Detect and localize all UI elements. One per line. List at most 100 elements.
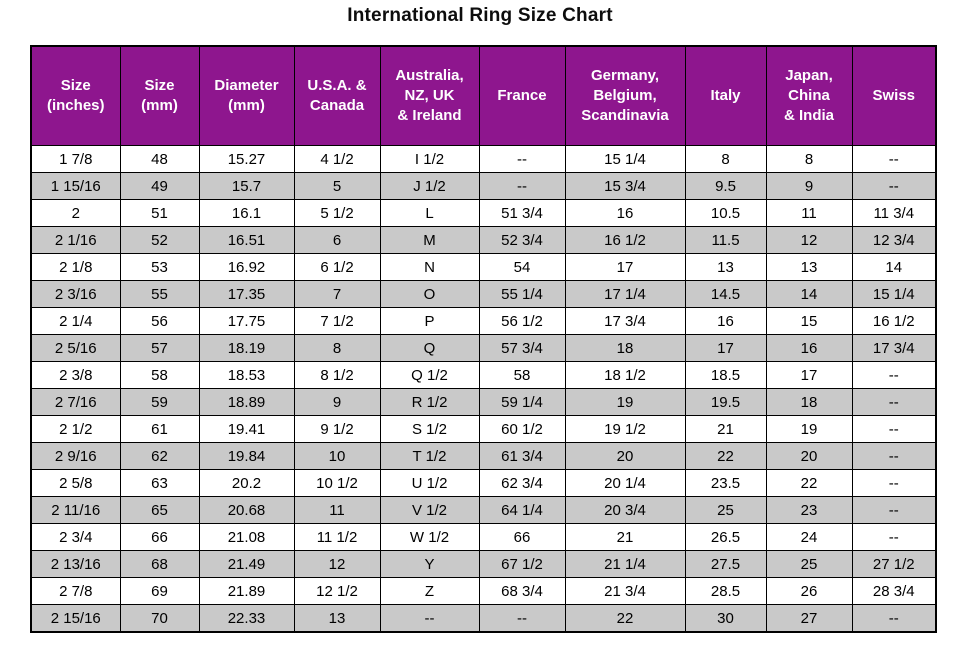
table-cell: 7 <box>293 280 381 308</box>
table-cell: 61 3/4 <box>478 442 566 470</box>
table-cell: 16 <box>564 199 686 227</box>
table-row: 2 7/8 69 21.89 12 1/2 Z 68 3/4 21 3/4 28.5 26 28 … <box>30 577 937 605</box>
table-row: 2 7/16 59 18.89 9 R 1/2 59 1/4 19 19.5 18 -- <box>30 388 937 416</box>
table-cell: -- <box>851 172 937 200</box>
table-cell: 68 <box>119 550 200 578</box>
table-cell: 17 1/4 <box>564 280 686 308</box>
table-cell: 58 <box>119 361 200 389</box>
table-cell: 57 <box>119 334 200 362</box>
table-cell: 69 <box>119 577 200 605</box>
table-cell: -- <box>851 469 937 497</box>
table-cell: N <box>379 253 480 281</box>
table-cell: 53 <box>119 253 200 281</box>
table-cell: T 1/2 <box>379 442 480 470</box>
table-cell: 9 <box>765 172 853 200</box>
table-cell: 21 <box>564 523 686 551</box>
table-cell: -- <box>851 496 937 524</box>
table-cell: Q <box>379 334 480 362</box>
table-row: 2 1/16 52 16.51 6 M 52 3/4 16 1/2 11.5 12 12 3/4 <box>30 226 937 254</box>
table-cell: 19.5 <box>684 388 767 416</box>
table-cell: 11 <box>293 496 381 524</box>
table-cell: -- <box>478 145 566 173</box>
table-row: 2 11/16 65 20.68 11 V 1/2 64 1/4 20 3/4 25 23 -- <box>30 496 937 524</box>
table-cell: -- <box>851 415 937 443</box>
table-cell: Y <box>379 550 480 578</box>
table-cell: 20 <box>564 442 686 470</box>
table-cell: 17.75 <box>198 307 295 335</box>
table-cell: 16.1 <box>198 199 295 227</box>
table-cell: 54 <box>478 253 566 281</box>
table-cell: -- <box>851 523 937 551</box>
table-cell: 55 1/4 <box>478 280 566 308</box>
table-cell: 8 <box>293 334 381 362</box>
table-cell: Q 1/2 <box>379 361 480 389</box>
table-cell: 22.33 <box>198 604 295 633</box>
table-cell: 2 1/2 <box>30 415 121 443</box>
table-cell: R 1/2 <box>379 388 480 416</box>
table-cell: 65 <box>119 496 200 524</box>
table-cell: 16 1/2 <box>851 307 937 335</box>
table-cell: 18.5 <box>684 361 767 389</box>
table-cell: 19 1/2 <box>564 415 686 443</box>
table-cell: 18 <box>765 388 853 416</box>
table-cell: 56 <box>119 307 200 335</box>
table-cell: 48 <box>119 145 200 173</box>
table-row: 2 3/8 58 18.53 8 1/2 Q 1/2 58 18 1/2 18.5 17 -- <box>30 361 937 389</box>
table-cell: L <box>379 199 480 227</box>
table-cell: S 1/2 <box>379 415 480 443</box>
table-cell: 17 <box>564 253 686 281</box>
table-cell: -- <box>478 172 566 200</box>
table-cell: 52 <box>119 226 200 254</box>
table-cell: 8 1/2 <box>293 361 381 389</box>
table-cell: 56 1/2 <box>478 307 566 335</box>
table-cell: 2 1/16 <box>30 226 121 254</box>
table-cell: -- <box>851 145 937 173</box>
table-cell: 15 1/4 <box>851 280 937 308</box>
table-cell: 28 3/4 <box>851 577 937 605</box>
table-cell: 2 7/8 <box>30 577 121 605</box>
column-header-swiss: Swiss <box>851 45 937 146</box>
table-cell: 15.27 <box>198 145 295 173</box>
table-cell: 2 3/16 <box>30 280 121 308</box>
table-cell: 18 1/2 <box>564 361 686 389</box>
table-cell: -- <box>379 604 480 633</box>
table-row: 2 5/8 63 20.2 10 1/2 U 1/2 62 3/4 20 1/4 23.5 22… <box>30 469 937 497</box>
table-cell: 4 1/2 <box>293 145 381 173</box>
table-cell: 57 3/4 <box>478 334 566 362</box>
table-row: 1 15/16 49 15.7 5 J 1/2 -- 15 3/4 9.5 9 -- <box>30 172 937 200</box>
table-cell: 20.2 <box>198 469 295 497</box>
column-header-italy: Italy <box>684 45 767 146</box>
table-cell: 21 1/4 <box>564 550 686 578</box>
table-cell: -- <box>851 442 937 470</box>
table-cell: 20 3/4 <box>564 496 686 524</box>
table-cell: 13 <box>293 604 381 633</box>
table-cell: 28.5 <box>684 577 767 605</box>
table-cell: 25 <box>684 496 767 524</box>
table-cell: 15.7 <box>198 172 295 200</box>
table-cell: 59 1/4 <box>478 388 566 416</box>
table-cell: 13 <box>684 253 767 281</box>
table-cell: 10.5 <box>684 199 767 227</box>
table-cell: 5 1/2 <box>293 199 381 227</box>
column-header-germany-belgium-scandinavia: Germany, Belgium, Scandinavia <box>564 45 686 146</box>
table-cell: 21.89 <box>198 577 295 605</box>
table-cell: I 1/2 <box>379 145 480 173</box>
table-row: 2 3/16 55 17.35 7 O 55 1/4 17 1/4 14.5 14 15 1/4 <box>30 280 937 308</box>
table-cell: 14.5 <box>684 280 767 308</box>
table-cell: 49 <box>119 172 200 200</box>
table-cell: 25 <box>765 550 853 578</box>
table-cell: 22 <box>684 442 767 470</box>
table-cell: 20 <box>765 442 853 470</box>
table-cell: 18 <box>564 334 686 362</box>
page-title: International Ring Size Chart <box>347 5 613 26</box>
table-cell: M <box>379 226 480 254</box>
table-cell: 55 <box>119 280 200 308</box>
table-cell: 2 11/16 <box>30 496 121 524</box>
table-cell: 15 3/4 <box>564 172 686 200</box>
table-cell: 21.08 <box>198 523 295 551</box>
table-cell: -- <box>851 388 937 416</box>
table-cell: 2 5/16 <box>30 334 121 362</box>
table-cell: 23.5 <box>684 469 767 497</box>
table-row: 2 13/16 68 21.49 12 Y 67 1/2 21 1/4 27.5 25 27 1/… <box>30 550 937 578</box>
